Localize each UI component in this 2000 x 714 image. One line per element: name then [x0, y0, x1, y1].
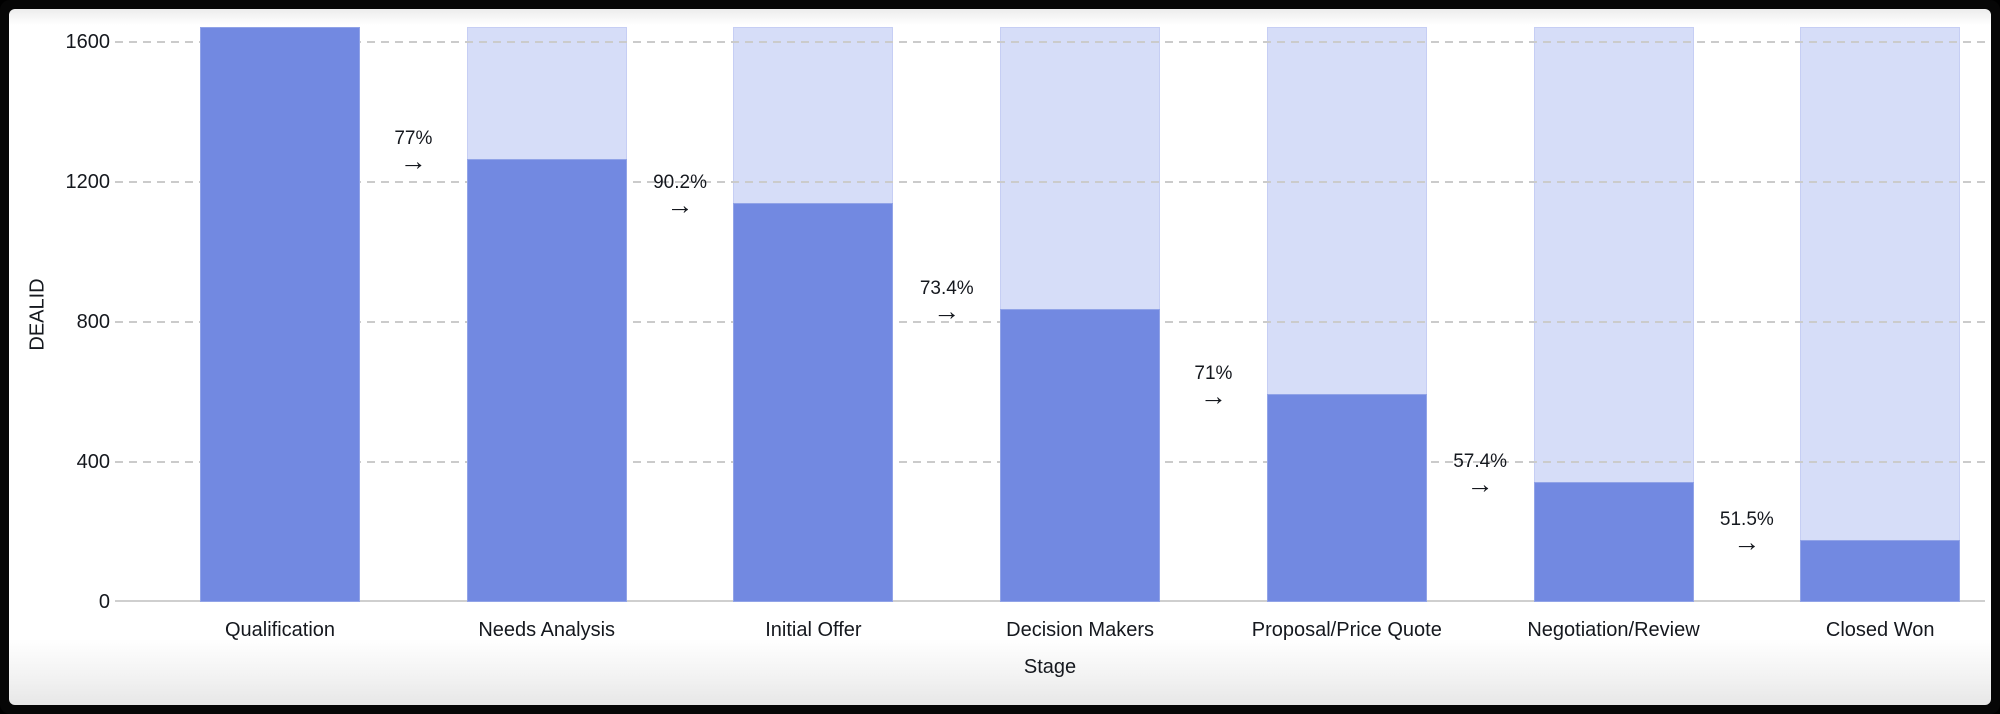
right-arrow-icon: →	[1199, 380, 1227, 411]
x-category-qualification: Qualification	[224, 619, 336, 641]
conversion-negotiation-review-to-closed-won: 51.5% →	[1672, 509, 1822, 558]
conversion-needs-analysis-to-initial-offer: 90.2% →	[605, 171, 755, 220]
conversion-rate-label: 73.4%	[919, 277, 974, 299]
x-category-needs-analysis: Needs Analysis	[478, 619, 616, 641]
conversion-qualification-to-needs-analysis: 77% →	[338, 128, 488, 177]
x-category-proposal-price-quote: Proposal/Price Quote	[1251, 619, 1442, 641]
y-tick-400: 400	[76, 451, 110, 474]
gridline-1200	[115, 181, 1985, 184]
bar-closed-won	[1800, 540, 1961, 602]
conversion-rate-label: 90.2%	[653, 171, 707, 193]
gridline-1600	[115, 41, 1985, 44]
x-category-initial-offer: Initial Offer	[765, 619, 862, 641]
bar-negotiation-review	[1533, 482, 1694, 602]
right-arrow-icon: →	[666, 189, 694, 220]
right-arrow-icon: →	[1466, 469, 1494, 500]
y-tick-1200: 1200	[65, 171, 111, 194]
conversion-rate-label: 77%	[394, 128, 433, 150]
bar-needs-analysis	[466, 159, 627, 602]
right-arrow-icon: →	[1733, 527, 1761, 558]
y-tick-1600: 1600	[65, 31, 111, 54]
conversion-rate-label: 57.4%	[1453, 451, 1508, 473]
bar-background-closed-won	[1800, 27, 1961, 602]
conversion-rate-label: 71%	[1194, 362, 1233, 384]
right-arrow-icon: →	[399, 146, 427, 177]
x-category-negotiation-review: Negotiation/Review	[1527, 619, 1700, 641]
plot-area: 77% → 90.2% → 73.4% → 71% → 57.4% → 51.5% →	[115, 9, 1985, 602]
conversion-rate-label: 51.5%	[1719, 509, 1774, 531]
x-category-decision-makers: Decision Makers	[1006, 619, 1154, 641]
conversion-decision-makers-to-proposal-price-quote: 71% →	[1138, 362, 1288, 411]
chart-panel: DEALID 77% → 90.2% → 73.4% → 71% → 57.4% → 51.5% → …	[9, 9, 1991, 705]
bar-proposal-price-quote	[1266, 393, 1427, 602]
x-category-closed-won: Closed Won	[1825, 619, 1935, 641]
bar-qualification	[200, 27, 360, 602]
right-arrow-icon: →	[933, 295, 961, 326]
y-tick-0: 0	[98, 591, 110, 613]
x-axis-title: Stage	[1023, 656, 1077, 678]
y-tick-800: 800	[76, 311, 110, 334]
bar-initial-offer	[733, 202, 894, 602]
conversion-proposal-price-quote-to-negotiation-review: 57.4% →	[1405, 451, 1555, 500]
conversion-initial-offer-to-decision-makers: 73.4% →	[872, 277, 1022, 326]
bar-decision-makers	[1000, 308, 1161, 602]
